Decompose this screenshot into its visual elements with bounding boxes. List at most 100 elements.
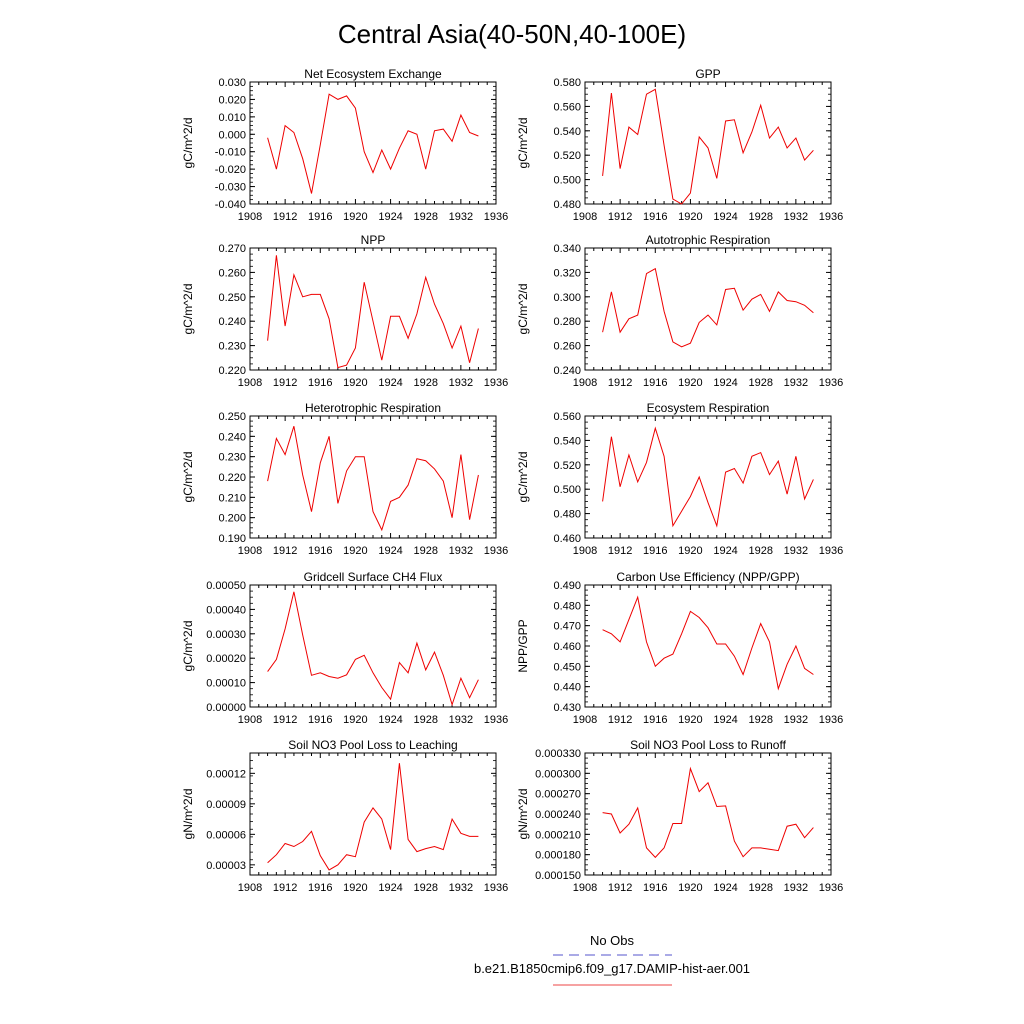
y-tick-label: 0.240	[553, 365, 581, 377]
y-tick-label: 0.450	[553, 661, 581, 673]
y-tick-label: 0.300	[553, 292, 581, 304]
x-tick-label: 1908	[238, 714, 262, 726]
plot-frame	[584, 81, 832, 205]
y-tick-label: 0.520	[553, 150, 581, 162]
x-tick-label: 1936	[484, 882, 508, 894]
y-tick-label: 0.480	[553, 600, 581, 612]
series-line	[267, 255, 479, 369]
y-tick-label: 0.00006	[206, 829, 246, 841]
x-tick-label: 1916	[308, 545, 332, 557]
y-tick-label: -0.010	[215, 147, 246, 159]
x-tick-label: 1912	[608, 714, 632, 726]
series-line	[602, 766, 814, 859]
y-tick-label: 0.000	[218, 129, 246, 141]
x-tick-label: 1916	[643, 377, 667, 389]
y-tick-label: 0.480	[553, 509, 581, 521]
x-tick-label: 1928	[748, 714, 772, 726]
series-line	[602, 88, 814, 205]
y-tick-label: 0.00020	[206, 653, 246, 665]
chart-title: Heterotrophic Respiration	[305, 401, 441, 415]
x-tick-label: 1936	[819, 211, 843, 223]
x-tick-label: 1924	[378, 714, 402, 726]
figure-title: Central Asia(40-50N,40-100E)	[338, 19, 686, 49]
x-tick-label: 1916	[308, 377, 332, 389]
y-tick-label: -0.020	[215, 164, 246, 176]
series-line	[267, 763, 479, 871]
x-tick-label: 1908	[238, 211, 262, 223]
chart-panel: Soil NO3 Pool Loss to Leaching gN/m^2/d 19…	[181, 738, 508, 894]
x-tick-label: 1932	[784, 714, 808, 726]
plot-frame	[584, 752, 832, 876]
y-tick-label: 0.00010	[206, 678, 246, 690]
x-tick-label: 1928	[413, 377, 437, 389]
y-tick-label: 0.460	[553, 533, 581, 545]
x-tick-label: 1928	[413, 882, 437, 894]
x-tick-label: 1916	[643, 211, 667, 223]
x-tick-label: 1932	[449, 714, 473, 726]
x-tick-label: 1928	[748, 377, 772, 389]
chart-panel: Gridcell Surface CH4 Flux gC/m^2/d 1908 191…	[181, 570, 508, 726]
x-tick-label: 1936	[819, 714, 843, 726]
y-tick-label: 0.220	[218, 365, 246, 377]
x-tick-label: 1920	[678, 714, 702, 726]
x-tick-label: 1912	[273, 545, 297, 557]
x-tick-label: 1936	[484, 545, 508, 557]
y-tick-label: 0.00000	[206, 702, 246, 714]
y-axis-label: gC/m^2/d	[181, 284, 195, 335]
x-tick-label: 1924	[378, 545, 402, 557]
y-axis-label: gC/m^2/d	[516, 118, 530, 169]
chart-panel: GPP gC/m^2/d 1908 1912 1916 1920 1924 1928 1932 1…	[516, 67, 843, 223]
chart-panel: Ecosystem Respiration gC/m^2/d 1908 1912 191…	[516, 401, 843, 557]
x-tick-label: 1920	[343, 714, 367, 726]
plot-frame	[249, 415, 497, 539]
x-tick-label: 1924	[713, 211, 737, 223]
chart-title: GPP	[695, 67, 720, 81]
x-tick-label: 1928	[748, 882, 772, 894]
plot-frame	[249, 584, 497, 708]
x-tick-label: 1912	[273, 714, 297, 726]
series-line	[602, 595, 814, 691]
chart-title: Autotrophic Respiration	[646, 233, 771, 247]
y-axis-label: gC/m^2/d	[516, 452, 530, 503]
x-tick-label: 1916	[643, 545, 667, 557]
y-tick-label: 0.200	[218, 513, 246, 525]
y-tick-label: -0.030	[215, 182, 246, 194]
x-tick-label: 1924	[378, 211, 402, 223]
chart-title: Soil NO3 Pool Loss to Leaching	[288, 738, 457, 752]
y-tick-label: 0.000240	[535, 809, 581, 821]
x-tick-label: 1932	[784, 545, 808, 557]
y-tick-label: 0.260	[553, 341, 581, 353]
y-tick-label: 0.030	[218, 77, 246, 89]
y-tick-label: 0.230	[218, 452, 246, 464]
x-tick-label: 1916	[308, 714, 332, 726]
x-tick-label: 1924	[713, 882, 737, 894]
y-tick-label: 0.260	[218, 267, 246, 279]
x-tick-label: 1932	[449, 545, 473, 557]
series-line	[267, 93, 479, 194]
x-tick-label: 1908	[573, 377, 597, 389]
x-tick-label: 1928	[748, 545, 772, 557]
legend-label-no-obs: No Obs	[590, 933, 635, 948]
legend: No Obs b.e21.B1850cmip6.f09_g17.DAMIP-hi…	[474, 933, 750, 986]
y-tick-label: 0.00009	[206, 799, 246, 811]
x-tick-label: 1908	[573, 714, 597, 726]
y-tick-label: 0.00003	[206, 860, 246, 872]
x-tick-label: 1924	[713, 545, 737, 557]
x-tick-label: 1936	[819, 377, 843, 389]
x-tick-label: 1932	[784, 211, 808, 223]
x-tick-label: 1936	[484, 377, 508, 389]
chart-panel: Soil NO3 Pool Loss to Runoff gN/m^2/d 1908…	[516, 738, 843, 894]
y-tick-label: 0.000300	[535, 768, 581, 780]
y-tick-label: 0.000180	[535, 850, 581, 862]
x-tick-label: 1932	[449, 377, 473, 389]
x-tick-label: 1908	[573, 882, 597, 894]
series-line	[267, 591, 479, 707]
x-tick-label: 1928	[413, 211, 437, 223]
y-tick-label: 0.490	[553, 580, 581, 592]
x-tick-label: 1908	[238, 377, 262, 389]
y-tick-label: 0.560	[553, 101, 581, 113]
y-tick-label: 0.540	[553, 435, 581, 447]
x-tick-label: 1908	[573, 211, 597, 223]
chart-title: Ecosystem Respiration	[647, 401, 770, 415]
